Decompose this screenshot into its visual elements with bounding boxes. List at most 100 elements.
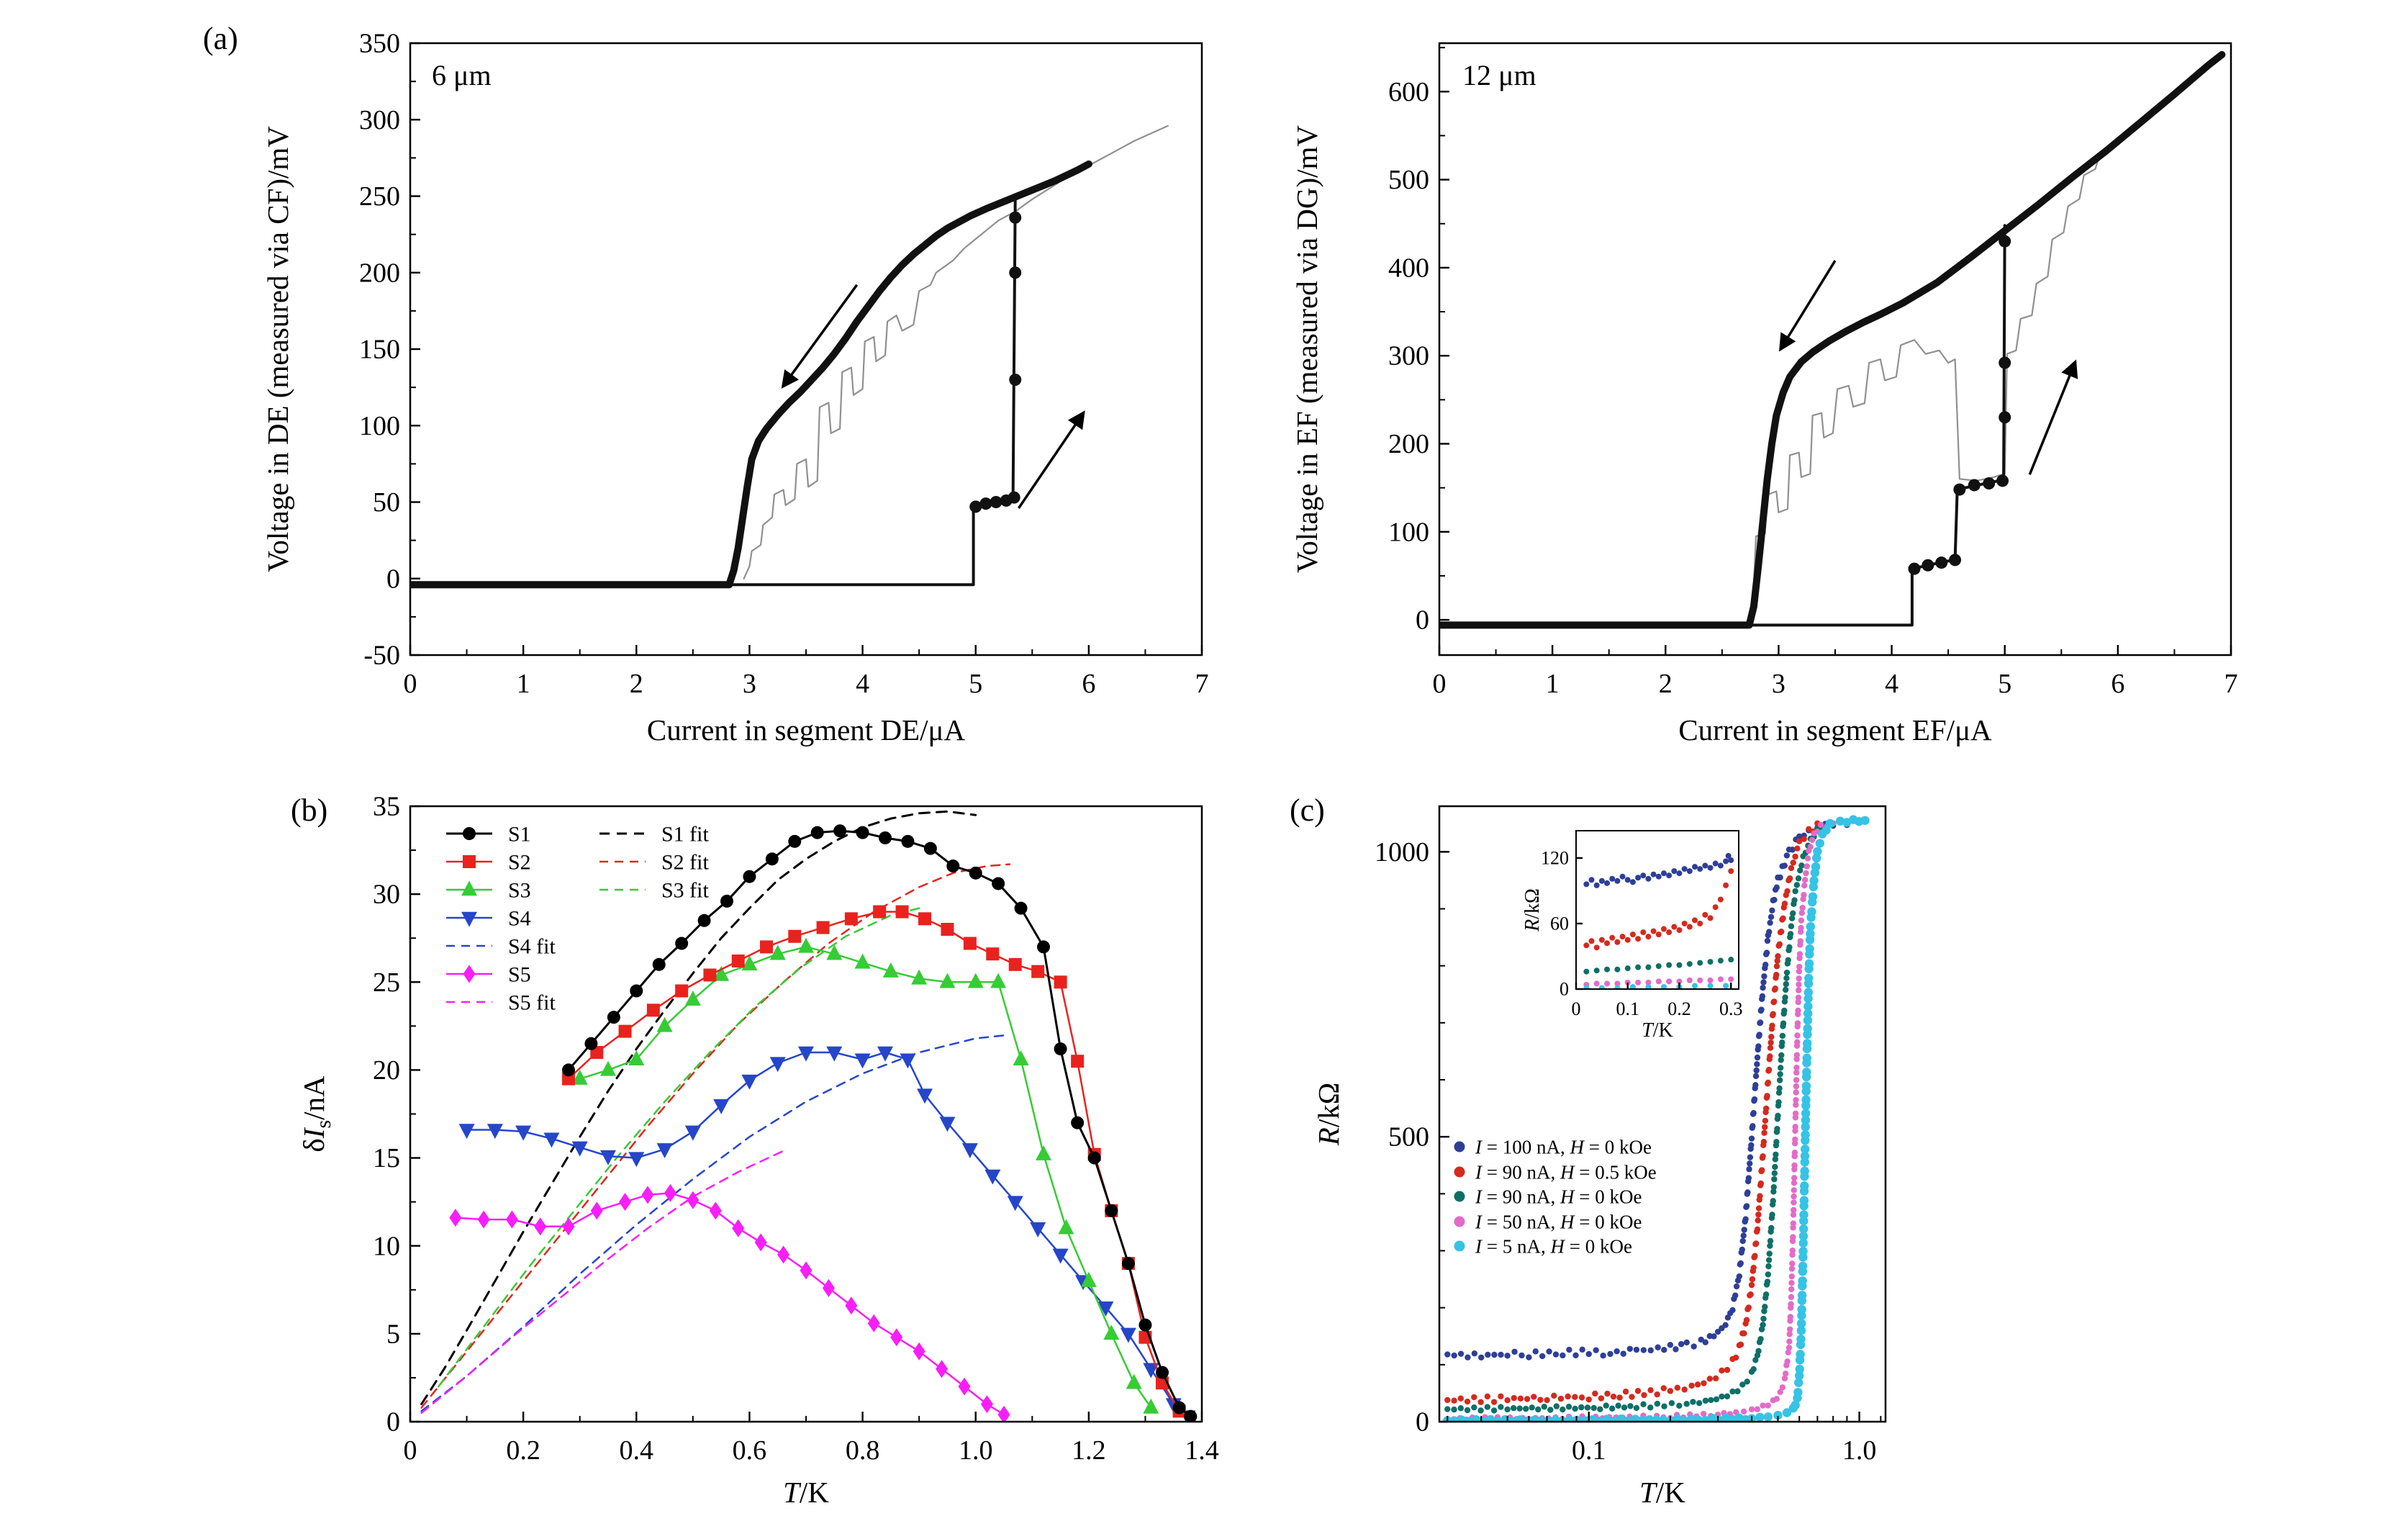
svg-text:Voltage in DE (measured via CF: Voltage in DE (measured via CF)/mV — [261, 126, 294, 572]
annotation: 6 μm — [432, 59, 492, 91]
sweep-direction-arrow — [2028, 359, 2078, 475]
svg-text:15: 15 — [373, 1143, 400, 1173]
sweep-direction-arrow — [1017, 410, 1085, 509]
legend-item: S5 — [446, 963, 531, 987]
svg-text:4: 4 — [856, 669, 869, 699]
svg-text:S2 fit: S2 fit — [661, 851, 710, 875]
svg-text:0.2: 0.2 — [506, 1435, 540, 1466]
svg-text:0: 0 — [386, 564, 400, 594]
svg-text:-50: -50 — [363, 641, 400, 671]
legend-item: I = 50 nA, H = 0 kOe — [1454, 1211, 1642, 1232]
resistance-inset-chart: 0 0.1 0.2 0.3 0 60 120 T/K R/kΩ — [1523, 821, 1747, 1050]
svg-text:250: 250 — [359, 181, 400, 212]
svg-text:I = 100 nA, H = 0 kOe: I = 100 nA, H = 0 kOe — [1475, 1136, 1652, 1158]
panel-label-a: (a) — [203, 21, 238, 56]
svg-text:R/kΩ: R/kΩ — [1312, 1083, 1345, 1146]
series-retrace-gray — [743, 125, 1169, 579]
svg-text:400: 400 — [1388, 253, 1429, 283]
svg-text:0.1: 0.1 — [1572, 1435, 1606, 1466]
legend-item: I = 90 nA, H = 0 kOe — [1454, 1186, 1642, 1207]
svg-text:T/K: T/K — [1639, 1476, 1685, 1509]
svg-text:I = 5 nA, H = 0 kOe: I = 5 nA, H = 0 kOe — [1475, 1235, 1632, 1257]
svg-text:1: 1 — [1546, 669, 1560, 699]
svg-text:I = 90 nA, H = 0 kOe: I = 90 nA, H = 0 kOe — [1475, 1186, 1642, 1207]
svg-text:1.0: 1.0 — [1842, 1435, 1877, 1466]
svg-text:0: 0 — [1572, 998, 1581, 1019]
svg-text:200: 200 — [359, 258, 400, 288]
legend-item: S2 — [446, 851, 531, 875]
series-sweep-up-jump-dots — [969, 211, 1022, 513]
panel-label-b: (b) — [291, 793, 328, 828]
svg-text:300: 300 — [359, 105, 400, 135]
svg-text:1.4: 1.4 — [1185, 1435, 1219, 1466]
svg-text:0.3: 0.3 — [1719, 998, 1743, 1019]
legend-item: S3 fit — [599, 879, 710, 903]
svg-text:500: 500 — [1388, 165, 1429, 195]
legend-item: S1 fit — [599, 823, 710, 847]
legend-item: S3 — [446, 879, 531, 903]
svg-text:S3 fit: S3 fit — [661, 879, 710, 903]
svg-text:100: 100 — [359, 411, 400, 441]
svg-text:S1: S1 — [508, 823, 531, 847]
series-I100nA-H0 — [1444, 816, 1862, 1361]
svg-text:S5: S5 — [508, 963, 531, 987]
svg-text:350: 350 — [359, 29, 400, 59]
axes: 0 0.1 0.2 0.3 0 60 120 T/K R/kΩ — [1523, 830, 1743, 1042]
series-S1-fit — [420, 810, 977, 1406]
svg-text:6: 6 — [1082, 669, 1095, 699]
legend-item: I = 90 nA, H = 0.5 kOe — [1454, 1161, 1657, 1183]
series-sweep-up — [1439, 224, 2006, 627]
legend-item: S4 — [446, 907, 531, 931]
svg-text:Current in segment DE/μA: Current in segment DE/μA — [647, 713, 966, 746]
legend-item: S4 fit — [446, 935, 556, 959]
series-S2-fit — [420, 863, 1011, 1409]
svg-text:200: 200 — [1388, 429, 1429, 459]
svg-text:1.0: 1.0 — [959, 1435, 993, 1466]
series-S2 — [562, 905, 1186, 1418]
series-inset-I90nA-H0 — [1583, 957, 1734, 975]
svg-text:0: 0 — [1416, 605, 1429, 636]
legend-item: S2 fit — [599, 851, 710, 875]
sweep-direction-arrow — [781, 284, 859, 389]
axes: 0 1 2 3 4 5 6 7 0 100 200 300 400 500 600 Current in se… — [1290, 42, 2238, 746]
svg-text:0: 0 — [404, 1435, 417, 1466]
svg-text:0.6: 0.6 — [733, 1435, 767, 1466]
svg-text:S4: S4 — [508, 907, 531, 931]
series-S5-fit — [420, 1150, 784, 1415]
series-sweep-down — [1439, 50, 2226, 629]
series-sweep-up — [410, 197, 1017, 587]
svg-text:0: 0 — [1416, 1407, 1429, 1438]
svg-text:0: 0 — [404, 669, 417, 699]
series-S3-fit — [438, 907, 920, 1388]
svg-text:30: 30 — [373, 880, 400, 910]
svg-text:0: 0 — [386, 1407, 400, 1438]
svg-text:35: 35 — [373, 792, 400, 822]
svg-text:60: 60 — [1550, 913, 1569, 934]
series-inset-I5nA-H0 — [1583, 983, 1729, 989]
svg-text:I = 50 nA, H = 0 kOe: I = 50 nA, H = 0 kOe — [1475, 1211, 1642, 1232]
legend-item: I = 5 nA, H = 0 kOe — [1454, 1235, 1632, 1257]
panel-label-c: (c) — [1290, 793, 1325, 828]
svg-text:T/K: T/K — [1642, 1019, 1673, 1042]
svg-text:3: 3 — [1772, 669, 1785, 699]
resistance-chart: 0.1 1.0 0 500 1000 T/K R/kΩ I = 100 nA, H = 0 k… — [1312, 805, 1887, 1509]
svg-text:S3: S3 — [508, 879, 531, 903]
svg-text:10: 10 — [373, 1231, 400, 1261]
annotation: 12 μm — [1462, 59, 1536, 91]
legend-item: S5 fit — [446, 991, 556, 1015]
svg-text:S1 fit: S1 fit — [661, 823, 710, 847]
svg-text:120: 120 — [1541, 848, 1569, 869]
svg-text:300: 300 — [1388, 341, 1429, 371]
svg-text:600: 600 — [1388, 77, 1429, 107]
axes: 0 1 2 3 4 5 6 7-50050100150200250300350Current … — [261, 29, 1209, 746]
series-S1 — [562, 824, 1198, 1422]
delta-is-chart: 0 0.2 0.4 0.6 0.8 1.0 1.2 1.4 0 5 10 15 20 25 30 35 T/K δ… — [297, 792, 1219, 1509]
svg-text:T/K: T/K — [783, 1476, 829, 1509]
series-inset-I90nA-H05 — [1583, 868, 1734, 951]
svg-text:500: 500 — [1388, 1122, 1429, 1152]
svg-text:1000: 1000 — [1375, 837, 1429, 867]
svg-text:5: 5 — [969, 669, 982, 699]
legend-item: S1 — [446, 823, 531, 847]
svg-text:I = 90 nA, H = 0.5 kOe: I = 90 nA, H = 0.5 kOe — [1475, 1161, 1657, 1183]
